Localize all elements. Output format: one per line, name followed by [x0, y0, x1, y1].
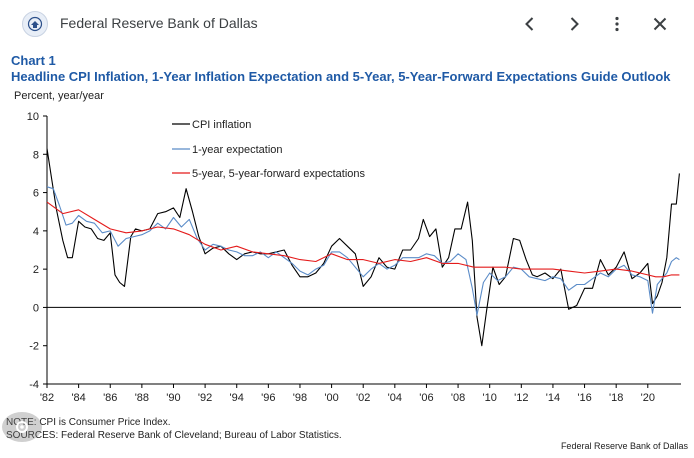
y-tick-label: 4 — [33, 226, 39, 238]
more-vertical-icon — [615, 16, 619, 32]
x-tick-label: '12 — [514, 392, 528, 404]
series-line-3 — [46, 201, 680, 278]
y-tick-label: 0 — [33, 302, 39, 314]
x-tick-label: '06 — [419, 392, 433, 404]
federal-reserve-seal-icon — [22, 11, 48, 37]
x-tick-label: '90 — [166, 392, 180, 404]
y-tick-label: 2 — [33, 264, 39, 276]
lens-search-button[interactable] — [2, 412, 42, 442]
x-tick-label: '16 — [577, 392, 591, 404]
y-tick-label: -4 — [29, 379, 39, 391]
x-tick-label: '98 — [293, 392, 307, 404]
lens-icon — [16, 421, 28, 433]
x-tick-label: '88 — [135, 392, 149, 404]
site-name[interactable]: Federal Reserve Bank of Dallas — [60, 15, 258, 31]
x-tick-label: '18 — [609, 392, 623, 404]
y-axis-label: Percent, year/year — [14, 90, 104, 102]
chevron-left-icon — [525, 17, 534, 31]
chart-credit: Federal Reserve Bank of Dallas — [560, 441, 688, 451]
forward-button[interactable] — [560, 10, 588, 38]
x-tick-label: '86 — [103, 392, 117, 404]
series-line-2 — [46, 186, 680, 316]
x-tick-label: '96 — [261, 392, 275, 404]
chart-note: NOTE: CPI is Consumer Price Index. — [6, 417, 171, 428]
x-tick-label: '82 — [40, 392, 54, 404]
back-button[interactable] — [516, 10, 544, 38]
legend-label-1: CPI inflation — [192, 119, 251, 131]
more-options-button[interactable] — [603, 10, 631, 38]
chart-label: Chart 1 — [11, 53, 56, 68]
chart-title: Headline CPI Inflation, 1-Year Inflation… — [11, 69, 671, 84]
y-tick-label: 8 — [33, 149, 39, 161]
x-tick-label: '84 — [71, 392, 85, 404]
close-button[interactable] — [646, 10, 674, 38]
chevron-right-icon — [570, 17, 579, 31]
close-icon — [653, 17, 667, 31]
legend-label-3: 5-year, 5-year-forward expectations — [192, 168, 366, 180]
x-tick-label: '02 — [356, 392, 370, 404]
x-tick-label: '00 — [324, 392, 338, 404]
x-tick-label: '04 — [388, 392, 402, 404]
x-tick-label: '94 — [230, 392, 244, 404]
legend-label-2: 1-year expectation — [192, 144, 283, 156]
x-tick-label: '20 — [641, 392, 655, 404]
top-bar: Federal Reserve Bank of Dallas — [0, 0, 694, 48]
y-tick-label: -2 — [29, 341, 39, 353]
y-tick-label: 10 — [27, 111, 39, 123]
chart-sources: SOURCES: Federal Reserve Bank of Clevela… — [6, 430, 342, 441]
x-tick-label: '08 — [451, 392, 465, 404]
y-tick-label: 6 — [33, 188, 39, 200]
x-tick-label: '14 — [546, 392, 560, 404]
x-tick-label: '10 — [483, 392, 497, 404]
x-tick-label: '92 — [198, 392, 212, 404]
